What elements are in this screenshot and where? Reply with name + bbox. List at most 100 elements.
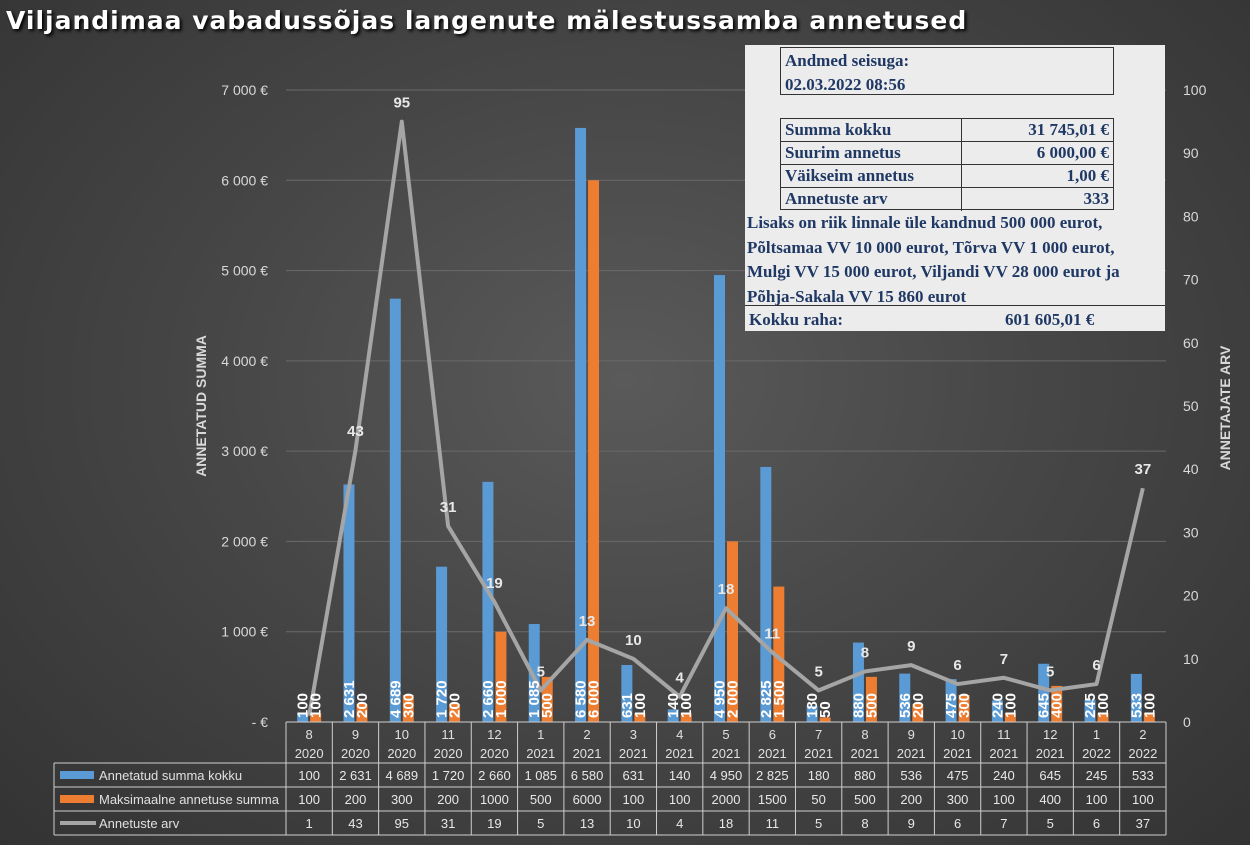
- category-month: 3: [630, 727, 637, 742]
- y2-axis-title: ANNETAJATE ARV: [1217, 345, 1233, 470]
- line-point-label: 18: [718, 581, 735, 598]
- bar-total-label: 1 720: [434, 680, 451, 718]
- category-year: 2021: [804, 746, 833, 761]
- y2-tick-label: 100: [1183, 82, 1207, 98]
- y2-tick-label: 0: [1183, 714, 1191, 730]
- bar-max-label: 500: [539, 693, 556, 718]
- table-cell: 140: [669, 768, 691, 783]
- category-month: 10: [950, 727, 964, 742]
- table-cell: 240: [993, 768, 1015, 783]
- bar-max: [588, 180, 600, 723]
- table-cell: 100: [1132, 792, 1154, 807]
- table-cell: 5: [537, 816, 544, 831]
- table-cell: 9: [908, 816, 915, 831]
- category-month: 7: [815, 727, 822, 742]
- table-cell: 2 631: [339, 768, 372, 783]
- bar-max: [865, 676, 877, 722]
- bar-max-label: 100: [1002, 693, 1019, 718]
- bar-max-label: 100: [1095, 693, 1112, 718]
- line-point-label: 31: [440, 499, 457, 516]
- category-year: 2022: [1082, 746, 1111, 761]
- bar-total: [528, 624, 540, 722]
- category-month: 1: [537, 727, 544, 742]
- table-cell: 1 720: [432, 768, 465, 783]
- y-tick-label: 4 000 €: [221, 353, 268, 369]
- table-cell: 100: [669, 792, 691, 807]
- note-line: Põltsamaa VV 10 000 eurot, Tõrva VV 1 00…: [747, 237, 1115, 257]
- table-cell: 300: [391, 792, 413, 807]
- y2-tick-label: 80: [1183, 208, 1199, 224]
- bar-max: [634, 712, 646, 722]
- bar-total: [343, 484, 355, 722]
- category-month: 2: [583, 727, 590, 742]
- table-cell: 18: [719, 816, 733, 831]
- legend-key: [60, 771, 94, 779]
- line-point-label: 5: [814, 663, 822, 680]
- bar-max: [1097, 712, 1109, 722]
- bar-total: [899, 673, 911, 722]
- category-month: 6: [769, 727, 776, 742]
- table-cell: 95: [395, 816, 409, 831]
- bar-max: [449, 703, 461, 722]
- table-cell: 100: [1086, 792, 1108, 807]
- table-cell: 8: [861, 816, 868, 831]
- bar-max: [1051, 685, 1063, 722]
- bar-total-label: 645: [1036, 693, 1053, 718]
- table-cell: 37: [1136, 816, 1150, 831]
- table-cell: 245: [1086, 768, 1108, 783]
- legend-label: Maksimaalne annetuse summa: [99, 792, 280, 807]
- line-point-label: 6: [953, 657, 961, 674]
- table-cell: 200: [900, 792, 922, 807]
- y2-tick-label: 30: [1183, 524, 1199, 540]
- legend-key: [60, 795, 94, 803]
- line-count: [307, 119, 1145, 717]
- bar-total-label: 140: [665, 693, 682, 718]
- category-month: 12: [487, 727, 501, 742]
- bar-max-label: 400: [1049, 693, 1066, 718]
- y2-tick-label: 90: [1183, 145, 1199, 161]
- legend-label: Annetatud summa kokku: [99, 768, 242, 783]
- bar-total: [945, 679, 957, 722]
- y2-tick-label: 20: [1183, 588, 1199, 604]
- table-cell: 6: [1093, 816, 1100, 831]
- date-value: 02.03.2022 08:56: [785, 75, 906, 94]
- bar-total: [667, 709, 679, 722]
- category-month: 5: [722, 727, 729, 742]
- line-point-label: 6: [1092, 657, 1100, 674]
- bar-total-label: 4 689: [387, 680, 404, 718]
- total-label: Kokku raha:: [749, 310, 843, 329]
- stat-value: 1,00 €: [962, 165, 1113, 188]
- bar-max-label: 300: [400, 693, 417, 718]
- bar-total: [297, 712, 309, 722]
- category-month: 9: [908, 727, 915, 742]
- total-value: 601 605,01 €: [1005, 310, 1095, 329]
- bar-total: [806, 705, 818, 722]
- bar-total: [760, 466, 772, 722]
- total-row: Kokku raha: 601 605,01 €: [745, 305, 1165, 329]
- date-label: Andmed seisuga:: [785, 51, 910, 70]
- table-cell: 6: [954, 816, 961, 831]
- bar-total: [1038, 663, 1050, 722]
- bar-max: [958, 694, 970, 722]
- note-line: Lisaks on riik linnale üle kandnud 500 0…: [747, 213, 1103, 232]
- category-month: 8: [306, 727, 313, 742]
- table-cell: 533: [1132, 768, 1154, 783]
- bar-total-label: 536: [897, 693, 914, 718]
- table-cell: 100: [993, 792, 1015, 807]
- bar-max: [819, 717, 831, 722]
- table-cell: 50: [811, 792, 825, 807]
- bar-max-label: 6 000: [586, 680, 603, 718]
- table-cell: 2000: [712, 792, 741, 807]
- legend-label: Annetuste arv: [99, 816, 180, 831]
- bar-total-label: 2 825: [758, 680, 775, 718]
- table-cell: 180: [808, 768, 830, 783]
- note-line: Mulgi VV 15 000 eurot, Viljandi VV 28 00…: [747, 262, 1120, 281]
- stats-table: Summa kokku 31 745,01 € Suurim annetus 6…: [780, 118, 1114, 211]
- bar-total: [714, 275, 725, 722]
- table-cell: 11: [766, 816, 780, 831]
- category-month: 10: [395, 727, 409, 742]
- summary-box: Andmed seisuga: 02.03.2022 08:56 Summa k…: [745, 45, 1165, 331]
- category-month: 12: [1043, 727, 1057, 742]
- category-year: 2021: [850, 746, 879, 761]
- table-cell: 31: [441, 816, 455, 831]
